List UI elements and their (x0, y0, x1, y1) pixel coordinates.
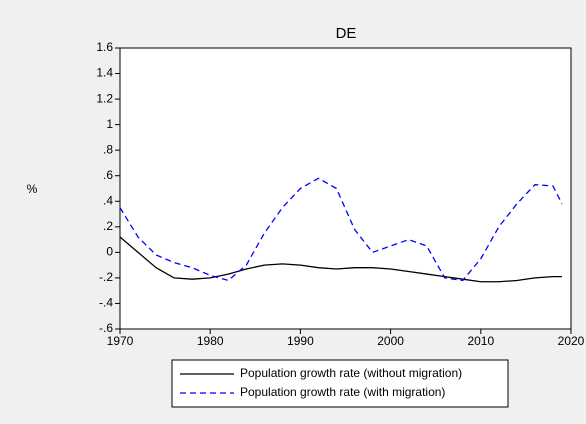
plot-area (119, 47, 572, 330)
x-tick-label: 2000 (377, 334, 404, 348)
y-tick-label: .2 (103, 219, 113, 233)
y-tick-label: 1 (106, 117, 113, 131)
legend-label: Population growth rate (without migratio… (240, 366, 462, 380)
legend (171, 359, 509, 408)
y-axis-label: % (27, 182, 38, 196)
x-tick-label: 1980 (197, 334, 224, 348)
x-tick-label: 1990 (287, 334, 314, 348)
x-tick-label: 1970 (107, 334, 134, 348)
y-tick-label: 0 (106, 245, 113, 259)
chart-title: DE (336, 25, 357, 42)
y-tick-label: -.4 (99, 296, 113, 310)
y-tick-label: .6 (103, 168, 113, 182)
series-line (119, 177, 563, 282)
y-tick-label: .8 (103, 142, 113, 156)
y-tick-label: -.2 (99, 270, 113, 284)
series-line (119, 236, 562, 283)
y-tick-label: .4 (103, 193, 113, 207)
y-tick-label: -.6 (99, 321, 113, 335)
y-tick-label: 1.6 (96, 40, 113, 54)
y-tick-label: 1.2 (96, 91, 113, 105)
y-tick-label: 1.4 (96, 66, 113, 80)
x-tick-label: 2010 (467, 334, 494, 348)
legend-label: Population growth rate (with migration) (240, 385, 445, 399)
x-tick-label: 2020 (558, 334, 585, 348)
